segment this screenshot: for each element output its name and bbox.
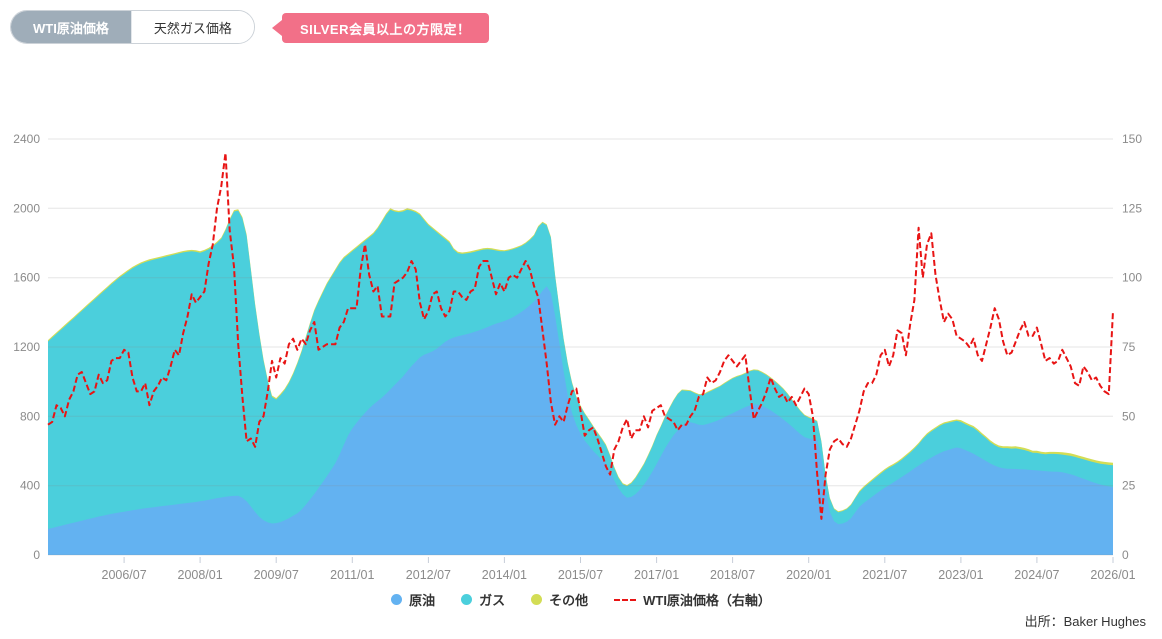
legend-item-gas: ガス: [461, 590, 505, 609]
oil-swatch: [391, 594, 403, 605]
y-right-tick-label: 50: [1122, 409, 1136, 423]
x-tick-label: 2009/07: [254, 568, 299, 582]
y-right-tick-label: 100: [1122, 271, 1142, 285]
x-tick-label: 2018/07: [710, 568, 755, 582]
badge-label: SILVER会員以上の方限定！: [282, 13, 489, 43]
badge-arrow-left-icon: [272, 20, 282, 36]
y-left-tick-label: 800: [20, 409, 40, 423]
y-right-tick-label: 25: [1122, 479, 1136, 493]
price-tab-group: WTI原油価格 天然ガス価格: [10, 10, 255, 44]
gas-swatch: [461, 594, 473, 605]
x-tick-label: 2026/01: [1090, 568, 1135, 582]
y-right-tick-label: 125: [1122, 201, 1142, 215]
tab-wti-crude-price[interactable]: WTI原油価格: [11, 11, 131, 43]
x-tick-label: 2006/07: [102, 568, 147, 582]
x-tick-label: 2023/01: [938, 568, 983, 582]
x-tick-label: 2020/01: [786, 568, 831, 582]
wti-line-sample: [614, 598, 637, 601]
x-tick-label: 2021/07: [862, 568, 907, 582]
area-gas: [48, 209, 1113, 555]
legend-label-other: その他: [549, 593, 589, 608]
tab-natural-gas-price[interactable]: 天然ガス価格: [130, 11, 254, 43]
chart-legend: 原油 ガス その他 WTI原油価格（右軸）: [0, 590, 1162, 609]
y-left-tick-label: 1600: [13, 271, 40, 285]
wti-price-line: [47, 151, 1114, 520]
x-tick-label: 2024/07: [1014, 568, 1059, 582]
x-tick-label: 2015/07: [558, 568, 603, 582]
y-right-tick-label: 150: [1122, 132, 1142, 146]
source-note: 出所：Baker Hughes: [1024, 614, 1146, 629]
y-left-tick-label: 2000: [13, 201, 40, 215]
x-tick-label: 2008/01: [178, 568, 223, 582]
x-tick-label: 2011/01: [330, 568, 374, 582]
x-tick-label: 2014/01: [482, 568, 527, 582]
x-tick-label: 2017/01: [634, 568, 679, 582]
area-oil: [48, 286, 1113, 555]
x-tick-label: 2012/07: [406, 568, 451, 582]
chart-canvas[interactable]: 0 0 400 25 800 50 1200 75 1600 100 2000 125 2400 150 2…: [0, 95, 1162, 587]
other-swatch: [531, 594, 543, 605]
y-right-tick-label: 75: [1122, 340, 1136, 354]
legend-label-gas: ガス: [479, 593, 506, 608]
y-left-tick-label: 0: [33, 548, 40, 562]
legend-label-wti: WTI原油価格（右軸）: [643, 593, 771, 608]
y-left-tick-label: 400: [20, 479, 40, 493]
member-limited-badge: SILVER会員以上の方限定！: [272, 13, 489, 43]
legend-item-other: その他: [531, 590, 588, 609]
y-left-tick-label: 2400: [13, 132, 40, 146]
legend-item-wti-line: WTI原油価格（右軸）: [614, 590, 771, 609]
y-right-tick-label: 0: [1122, 548, 1129, 562]
legend-item-oil: 原油: [391, 590, 435, 609]
legend-label-oil: 原油: [409, 593, 436, 608]
y-left-tick-label: 1200: [13, 340, 40, 354]
